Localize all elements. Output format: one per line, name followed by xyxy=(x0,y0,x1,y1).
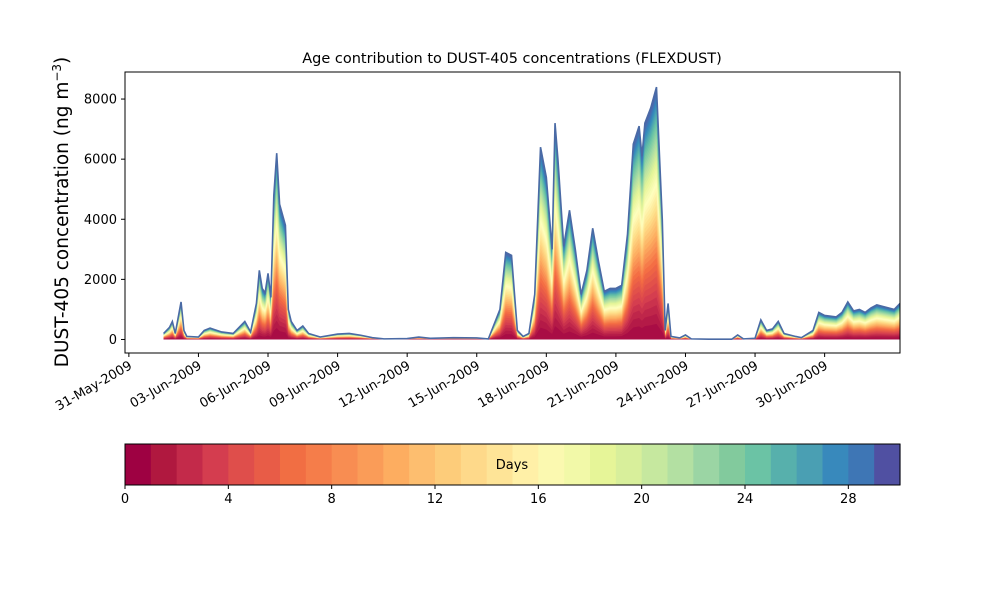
colorbar-label: Days xyxy=(496,458,529,473)
colorbar-ticks: 0 4 8 12 16 20 24 28 xyxy=(121,485,857,507)
y-tick-label: 4000 xyxy=(84,213,117,228)
y-tick-label: 2000 xyxy=(84,273,117,288)
colorbar-tick-label: 0 xyxy=(121,492,129,507)
colorbar-swatch xyxy=(228,444,255,485)
x-tick-label: 30-Jun-2009 xyxy=(754,358,831,411)
colorbar-tick-label: 8 xyxy=(328,492,336,507)
colorbar-swatch xyxy=(822,444,849,485)
colorbar-swatch xyxy=(357,444,384,485)
colorbar-swatch xyxy=(125,444,152,485)
colorbar-tick-label: 24 xyxy=(737,492,754,507)
colorbar-tick-label: 20 xyxy=(633,492,650,507)
colorbar-swatch xyxy=(770,444,798,485)
colorbar-swatch xyxy=(874,444,901,485)
colorbar-tick-label: 28 xyxy=(840,492,857,507)
colorbar-frame xyxy=(124,443,901,486)
colorbar-swatch xyxy=(305,444,333,485)
colorbar-swatch xyxy=(512,444,539,485)
y-tick-label: 8000 xyxy=(84,93,117,108)
y-axis-label-suffix: ) xyxy=(52,57,73,64)
x-tick-label: 24-Jun-2009 xyxy=(615,358,692,411)
x-tick-label: 06-Jun-2009 xyxy=(197,358,274,411)
colorbar: Days 0 4 8 12 16 20 24 28 xyxy=(121,443,901,507)
colorbar-swatch xyxy=(641,444,669,485)
x-tick-label: 27-Jun-2009 xyxy=(684,358,761,411)
colorbar-swatch xyxy=(435,444,462,485)
colorbar-swatch xyxy=(590,444,617,485)
y-axis-label-exponent: −3 xyxy=(50,64,64,82)
colorbar-swatch xyxy=(848,444,875,485)
x-tick-label: 12-Jun-2009 xyxy=(336,358,413,411)
colorbar-swatch xyxy=(383,444,410,485)
colorbar-swatch xyxy=(693,444,720,485)
plot-frame xyxy=(124,71,901,354)
x-tick-label: 18-Jun-2009 xyxy=(475,358,552,411)
colorbar-tick-label: 4 xyxy=(224,492,232,507)
colorbar-swatch xyxy=(719,444,746,485)
colorbar-swatch xyxy=(254,444,281,485)
y-tick-label: 0 xyxy=(109,333,117,348)
plot-area xyxy=(124,71,901,354)
colorbar-swatch xyxy=(331,444,359,485)
x-tick-label: 21-Jun-2009 xyxy=(545,358,622,411)
colorbar-swatch xyxy=(538,444,565,485)
colorbar-swatch xyxy=(176,444,204,485)
x-tick-label: 09-Jun-2009 xyxy=(267,358,344,411)
x-tick-label: 03-Jun-2009 xyxy=(128,358,205,411)
x-tick-label: 15-Jun-2009 xyxy=(406,358,483,411)
colorbar-tick-label: 12 xyxy=(427,492,444,507)
colorbar-swatch xyxy=(745,444,772,485)
chart-title: Age contribution to DUST-405 concentrati… xyxy=(302,51,722,67)
colorbar-swatch xyxy=(460,444,488,485)
colorbar-swatch xyxy=(796,444,824,485)
colorbar-swatch xyxy=(615,444,643,485)
colorbar-swatches xyxy=(125,444,901,485)
total-concentration-line xyxy=(163,86,901,340)
y-axis-label: DUST-405 concentration (ng m−3) xyxy=(50,57,73,368)
colorbar-swatch xyxy=(150,444,178,485)
y-axis-label-text: DUST-405 concentration (ng m xyxy=(52,82,73,368)
colorbar-tick-label: 16 xyxy=(530,492,547,507)
colorbar-swatch xyxy=(667,444,694,485)
colorbar-swatch xyxy=(564,444,591,485)
x-axis: 31-May-200903-Jun-200906-Jun-200909-Jun-… xyxy=(53,353,831,414)
colorbar-swatch xyxy=(409,444,436,485)
colorbar-swatch xyxy=(202,444,229,485)
colorbar-swatch xyxy=(280,444,307,485)
y-tick-label: 6000 xyxy=(84,153,117,168)
colorbar-swatch xyxy=(486,444,514,485)
y-axis: 0 2000 4000 6000 8000 xyxy=(84,93,125,348)
